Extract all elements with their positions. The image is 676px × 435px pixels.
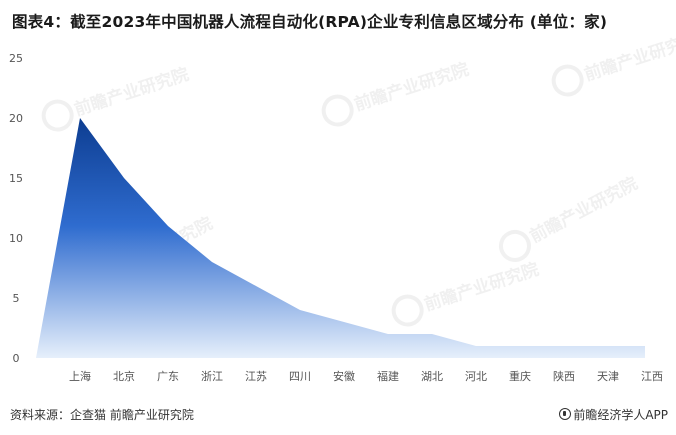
watermark-text: 前瞻产业研究院 [72,64,192,121]
watermark: 前瞻产业研究院 [498,173,641,262]
watermark-text: 前瞻产业研究院 [422,259,542,316]
x-axis: 上海 北京 广东 浙江 江苏 四川 安徽 福建 湖北 河北 重庆 陕西 天津 江西 [69,369,663,383]
x-tick-label: 广东 [157,370,179,383]
watermark-text: 前瞻产业研究院 [526,173,641,247]
y-tick-label: 20 [9,112,23,125]
x-tick-label: 北京 [113,369,135,383]
x-tick-label: 江苏 [245,370,267,383]
chart-title: 图表4：截至2023年中国机器人流程自动化(RPA)企业专利信息区域分布 (单位… [12,13,608,31]
watermark: 前瞻产业研究院 [321,59,472,127]
plot-area [36,118,652,358]
area-series [36,118,652,358]
x-tick-label: 重庆 [509,369,531,383]
y-tick-label: 0 [13,352,20,365]
x-tick-label: 浙江 [201,370,223,383]
watermark: 前瞻产业研究院 [551,29,676,97]
y-tick-label: 10 [9,232,23,245]
x-tick-label: 天津 [597,370,619,383]
watermark: 前瞻产业研究院 [391,259,542,327]
watermark-text: 前瞻产业研究院 [352,59,472,116]
y-tick-label: 5 [13,292,20,305]
qianzhan-logo-icon [559,408,572,420]
x-tick-label: 福建 [377,369,399,383]
watermark-text: 前瞻产业研究院 [582,29,676,86]
x-tick-label: 四川 [289,370,311,383]
x-tick-label: 安徽 [333,369,355,383]
x-tick-label: 上海 [69,369,91,383]
watermark: 前瞻产业研究院 [41,64,192,132]
brand-label: 前瞻经济学人APP [573,408,668,422]
x-tick-label: 江西 [641,370,663,383]
area-chart: 前瞻产业研究院前瞻产业研究院前瞻产业研究院前瞻产业研究院前瞻产业研究院前瞻产业研… [9,29,676,383]
brand-credit: 前瞻经济学人APP [559,406,668,423]
source-note: 资料来源：企查猫 前瞻产业研究院 [10,408,194,422]
y-tick-label: 25 [9,52,23,65]
x-tick-label: 河北 [465,370,487,383]
x-tick-label: 湖北 [421,370,443,383]
y-tick-label: 15 [9,172,23,185]
y-axis: 0 5 10 15 20 25 [9,52,23,365]
x-tick-label: 陕西 [553,369,575,383]
